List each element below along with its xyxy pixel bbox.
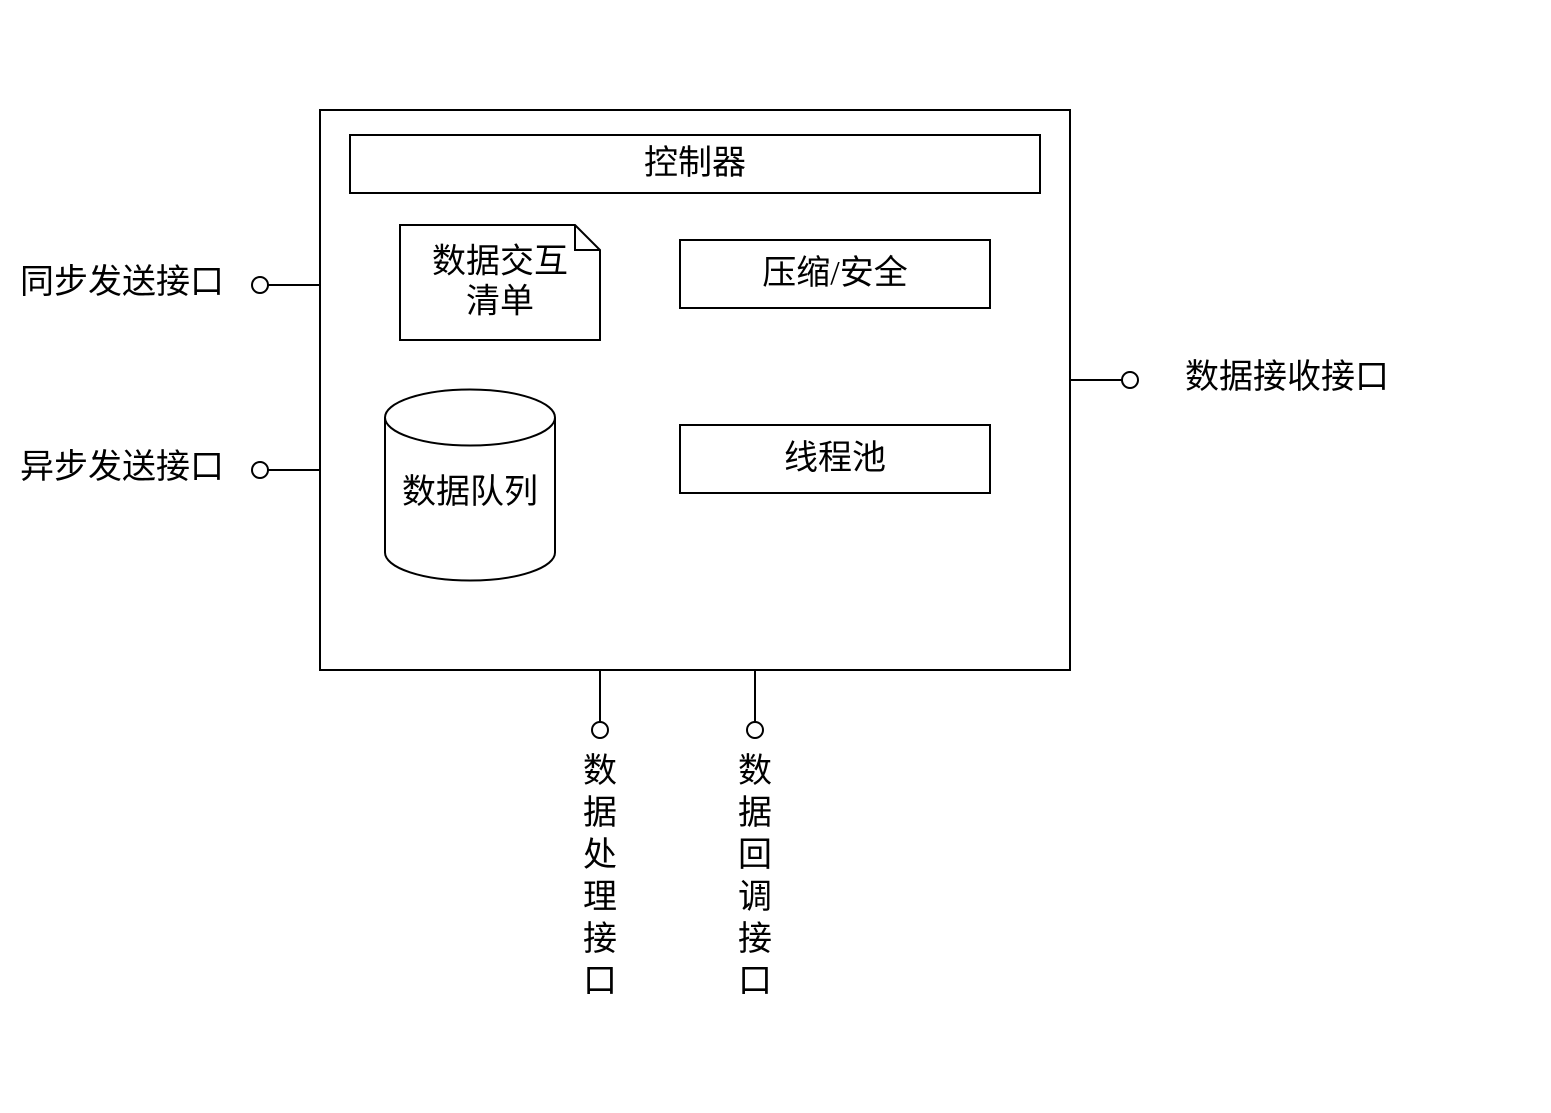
- data-callback-port-label-5: 口: [738, 963, 772, 1000]
- data-proc-port-label-2: 处: [583, 837, 617, 874]
- data-proc-port-label-5: 口: [583, 963, 617, 1000]
- data-proc-port-label-0: 数: [583, 752, 617, 790]
- data-proc-port-ball: [592, 722, 608, 738]
- async-send-port-label: 异步发送接口: [20, 448, 224, 486]
- data-recv-port-label: 数据接收接口: [1185, 358, 1389, 396]
- async-send-port-ball: [252, 462, 268, 478]
- data-list-label-2: 清单: [466, 283, 534, 320]
- data-callback-port-label-3: 调: [738, 879, 772, 916]
- data-proc-port-label-3: 理: [583, 879, 617, 916]
- data-callback-port-ball: [747, 722, 763, 738]
- data-proc-port-label-4: 接: [583, 921, 617, 958]
- diagram-canvas: 控制器数据交互清单 压缩/安全线程池数据队列 同步发送接口异步发送接口 数据接收接口数…: [0, 0, 1551, 1113]
- queue-bottom: [385, 553, 555, 581]
- queue-top: [385, 390, 555, 446]
- threadpool-label: 线程池: [784, 439, 886, 477]
- data-list-label-1: 数据交互: [432, 242, 568, 280]
- data-recv-port-ball: [1122, 372, 1138, 388]
- data-callback-port-label-4: 接: [738, 921, 772, 958]
- controller-label: 控制器: [644, 144, 746, 182]
- data-proc-port-label-1: 据: [583, 795, 617, 832]
- data-callback-port-label-0: 数: [738, 752, 772, 790]
- compress-label: 压缩/安全: [762, 254, 907, 292]
- data-callback-port-label-1: 据: [738, 795, 772, 832]
- sync-send-port-ball: [252, 277, 268, 293]
- sync-send-port-label: 同步发送接口: [20, 263, 224, 301]
- data-callback-port-label-2: 回: [738, 837, 772, 874]
- queue-label: 数据队列: [402, 473, 538, 511]
